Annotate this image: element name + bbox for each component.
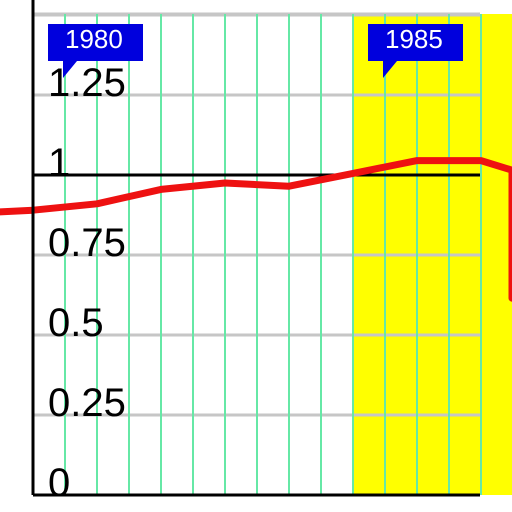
y-tick-label: 0.5 [48,301,104,345]
year-marker-label: 1985 [385,24,443,54]
year-marker-label: 1980 [65,24,123,54]
y-tick-label: 0.75 [48,221,126,265]
y-tick-label: 0 [48,461,70,505]
series-line [0,157,512,302]
year-marker-flag [368,24,463,78]
y-tick-label: 0.25 [48,381,126,425]
year-marker: 1985 [368,24,463,78]
year-marker-flag [48,24,143,78]
y-tick-label: 1 [48,141,70,185]
y-tick-label: 1.25 [48,61,126,105]
year-marker: 1980 [48,24,143,78]
